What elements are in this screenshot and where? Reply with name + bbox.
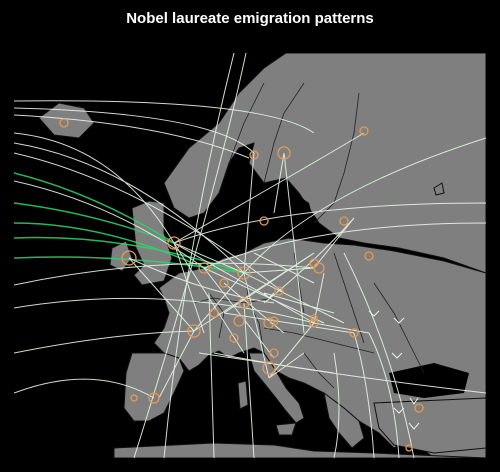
city-marker: [259, 216, 269, 226]
scandinavia-land: [163, 53, 486, 274]
italy-land: [248, 352, 305, 424]
city-marker: [167, 236, 181, 250]
map-title: Nobel laureate emigration patterns: [126, 10, 374, 27]
sicily-land: [275, 422, 297, 436]
city-marker: [339, 216, 349, 226]
city-marker: [187, 324, 201, 338]
land-layer: [38, 53, 486, 458]
city-marker: [414, 403, 424, 413]
city-marker: [263, 317, 275, 329]
turkey-land: [373, 397, 486, 454]
city-marker: [148, 392, 160, 404]
lake-feature: [433, 182, 445, 196]
city-marker: [130, 394, 138, 402]
city-markers: [59, 118, 424, 452]
black-sea: [389, 363, 469, 398]
city-marker: [237, 266, 251, 280]
iceland-land: [38, 102, 95, 139]
city-marker: [310, 314, 318, 322]
city-marker: [249, 150, 259, 160]
flow-arrowheads: [263, 292, 420, 430]
city-marker: [229, 333, 239, 343]
city-marker: [359, 126, 369, 136]
city-marker: [59, 118, 69, 128]
city-marker: [277, 146, 291, 160]
ireland-land: [109, 240, 133, 272]
city-marker: [198, 262, 210, 274]
city-marker: [309, 318, 319, 328]
city-marker: [274, 286, 284, 296]
city-marker: [262, 361, 276, 375]
city-marker: [269, 348, 279, 358]
city-marker: [233, 315, 245, 327]
europe-map: [14, 53, 486, 458]
city-marker: [121, 250, 137, 266]
map-frame: [14, 53, 486, 458]
city-marker: [349, 328, 359, 338]
city-marker: [364, 251, 374, 261]
baltic-sea: [279, 193, 314, 238]
city-marker: [238, 297, 250, 309]
city-marker: [313, 262, 325, 274]
city-marker: [209, 308, 219, 318]
iberia-land: [123, 352, 185, 422]
sardinia-land: [237, 380, 249, 410]
africa-land: [113, 442, 486, 458]
greece-land: [323, 391, 365, 449]
city-marker: [219, 278, 229, 288]
city-marker: [269, 316, 279, 326]
city-marker: [405, 444, 413, 452]
